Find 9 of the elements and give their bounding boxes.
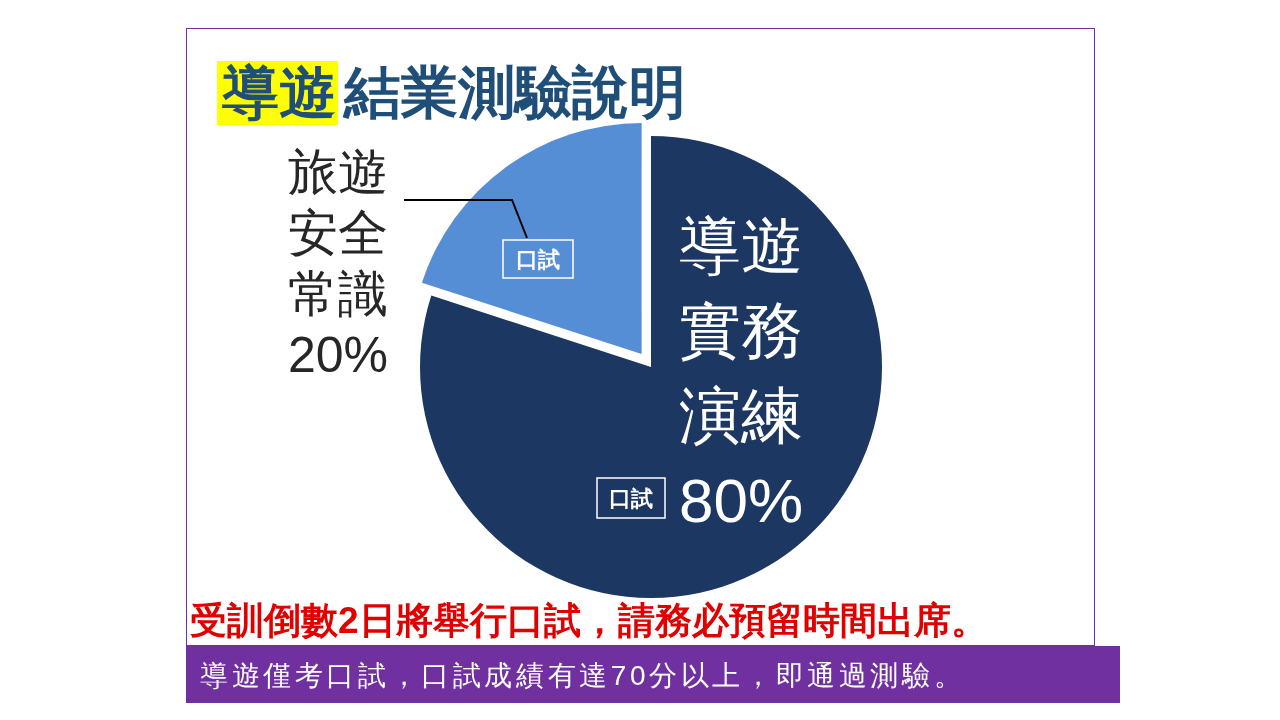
data-label: 20%: [287, 327, 389, 383]
text: 口試: [609, 485, 653, 511]
data-label: 80%: [678, 465, 804, 535]
text: 導遊僅考口試，口試成績有達70分以上，即通過測驗。: [200, 659, 966, 691]
slice-label: 導遊實務演練: [679, 210, 803, 450]
slice-label: 旅遊安全常識: [288, 144, 388, 322]
chart-title: 導遊結業測驗說明: [221, 60, 686, 124]
text: 口試: [516, 246, 560, 272]
text: 受訓倒數2日將舉行口試，請務必預留時間出席。: [190, 599, 988, 641]
